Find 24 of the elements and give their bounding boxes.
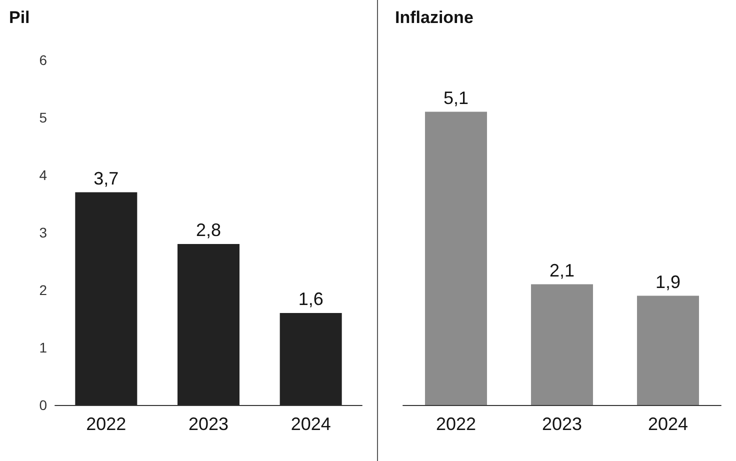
chart-title: Pil — [9, 8, 30, 27]
data-label: 5,1 — [443, 88, 469, 108]
data-label: 2,8 — [196, 220, 222, 240]
bar — [280, 313, 342, 405]
x-tick-label: 2024 — [648, 414, 688, 434]
y-tick-label: 1 — [39, 340, 48, 356]
x-tick-label: 2022 — [436, 414, 476, 434]
data-label: 2,1 — [549, 260, 575, 280]
x-tick-label: 2023 — [542, 414, 582, 434]
chart-title: Inflazione — [395, 8, 474, 27]
y-tick-label: 2 — [39, 282, 48, 298]
y-tick-label: 5 — [39, 110, 48, 126]
bar — [75, 192, 138, 405]
bar — [178, 244, 240, 405]
y-tick-label: 4 — [39, 167, 48, 183]
y-tick-label: 0 — [39, 397, 48, 413]
data-label: 3,7 — [94, 168, 119, 188]
y-tick-label: 3 — [39, 224, 48, 240]
data-label: 1,6 — [298, 289, 324, 309]
x-tick-label: 2022 — [86, 414, 126, 434]
x-tick-label: 2023 — [188, 414, 229, 434]
data-label: 1,9 — [655, 272, 681, 292]
x-tick-label: 2024 — [290, 414, 331, 434]
y-tick-label: 6 — [39, 52, 48, 68]
